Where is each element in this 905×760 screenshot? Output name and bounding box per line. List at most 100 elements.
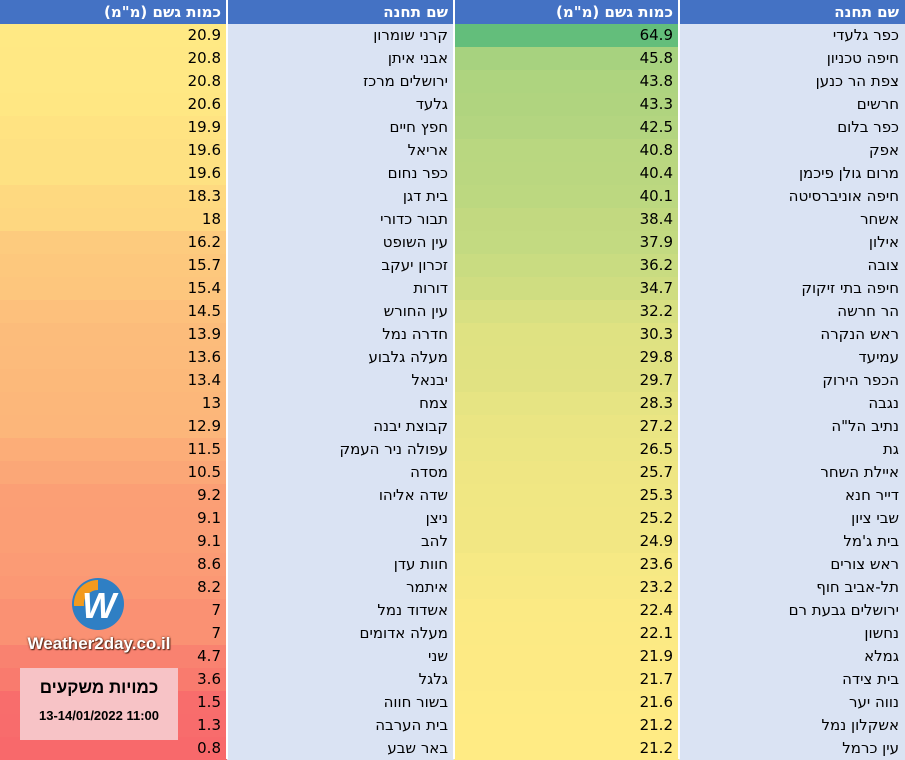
station-name-cell: גלעד — [227, 93, 454, 116]
rain-amount-cell: 21.2 — [454, 714, 679, 737]
station-name-cell: אילון — [679, 231, 905, 254]
rain-amount-cell: 10.5 — [0, 461, 227, 484]
station-name-cell: קבוצת יבנה — [227, 415, 454, 438]
rain-amount-cell: 45.8 — [454, 47, 679, 70]
rain-amount-cell: 25.2 — [454, 507, 679, 530]
station-name-cell: חרשים — [679, 93, 905, 116]
station-name-cell: תל-אביב חוף — [679, 576, 905, 599]
station-name-cell: הכפר הירוק — [679, 369, 905, 392]
rain-amount-cell: 9.2 — [0, 484, 227, 507]
station-name-cell: אשחר — [679, 208, 905, 231]
rain-amount-cell: 43.3 — [454, 93, 679, 116]
station-name-cell: עמיעד — [679, 346, 905, 369]
rain-amount-cell: 21.7 — [454, 668, 679, 691]
logo-text: Weather2day.co.il — [27, 634, 171, 653]
rain-amount-cell: 8.6 — [0, 553, 227, 576]
rain-amount-cell: 13 — [0, 392, 227, 415]
rain-amount-cell: 34.7 — [454, 277, 679, 300]
station-name-cell: דייר חנא — [679, 484, 905, 507]
station-name-cell: בית הערבה — [227, 714, 454, 737]
station-name-cell: אפק — [679, 139, 905, 162]
weather2day-logo: W Weather2day.co.il — [14, 576, 184, 661]
rain-amount-cell: 38.4 — [454, 208, 679, 231]
station-name-cell: זכרון יעקב — [227, 254, 454, 277]
station-name-cell: מסדה — [227, 461, 454, 484]
weather2day-w-logo-icon: W — [72, 578, 124, 630]
station-name-cell: אשדוד נמל — [227, 599, 454, 622]
rain-amount-cell: 14.5 — [0, 300, 227, 323]
rain-amount-cell: 22.1 — [454, 622, 679, 645]
rain-amount-cell: 23.6 — [454, 553, 679, 576]
rain-amount-cell: 11.5 — [0, 438, 227, 461]
rain-amount-cell: 25.3 — [454, 484, 679, 507]
station-name-cell: הר חרשה — [679, 300, 905, 323]
caption-date: 13-14/01/2022 11:00 — [39, 708, 159, 723]
rain-amount-cell: 18.3 — [0, 185, 227, 208]
rain-amount-cell: 19.6 — [0, 162, 227, 185]
rain-amount-cell: 13.6 — [0, 346, 227, 369]
rain-amount-cell: 13.9 — [0, 323, 227, 346]
station-name-cell: צובה — [679, 254, 905, 277]
rain-amount-cell: 23.2 — [454, 576, 679, 599]
rain-amount-cell: 21.6 — [454, 691, 679, 714]
station-name-cell: ירושלים מרכז — [227, 70, 454, 93]
rain-amount-cell: 29.8 — [454, 346, 679, 369]
station-name-cell: דורות — [227, 277, 454, 300]
station-name-cell: אריאל — [227, 139, 454, 162]
rain-amount-cell: 16.2 — [0, 231, 227, 254]
station-name-cell: כפר בלום — [679, 116, 905, 139]
header-left-amount: כמות גשם (מ"מ) — [0, 0, 227, 24]
station-name-cell: נחשון — [679, 622, 905, 645]
station-name-cell: ניצן — [227, 507, 454, 530]
station-name-cell: קרני שומרון — [227, 24, 454, 47]
rain-amount-cell: 24.9 — [454, 530, 679, 553]
header-right-station: שם תחנה — [679, 0, 905, 24]
station-name-cell: עין כרמל — [679, 737, 905, 760]
column-divider — [678, 0, 680, 759]
header-left-station: שם תחנה — [227, 0, 454, 24]
rain-amount-cell: 13.4 — [0, 369, 227, 392]
station-name-cell: גת — [679, 438, 905, 461]
station-name-cell: עין השופט — [227, 231, 454, 254]
station-name-cell: צמח — [227, 392, 454, 415]
caption-title: כמויות משקעים — [39, 678, 159, 697]
station-name-cell: גמלא — [679, 645, 905, 668]
station-name-cell: חדרה נמל — [227, 323, 454, 346]
station-name-cell: שבי ציון — [679, 507, 905, 530]
rain-amount-cell: 36.2 — [454, 254, 679, 277]
rain-amount-cell: 9.1 — [0, 530, 227, 553]
rain-amount-cell: 27.2 — [454, 415, 679, 438]
rain-amount-cell: 21.2 — [454, 737, 679, 760]
rain-amount-cell: 21.9 — [454, 645, 679, 668]
caption-box: כמויות משקעים 13-14/01/2022 11:00 — [20, 668, 178, 740]
station-name-cell: שדה אליהו — [227, 484, 454, 507]
rain-amount-cell: 25.7 — [454, 461, 679, 484]
station-name-cell: עפולה ניר העמק — [227, 438, 454, 461]
rain-amount-cell: 20.8 — [0, 47, 227, 70]
rain-amount-cell: 19.6 — [0, 139, 227, 162]
rain-amount-cell: 37.9 — [454, 231, 679, 254]
rain-amount-cell: 64.9 — [454, 24, 679, 47]
rain-amount-cell: 20.6 — [0, 93, 227, 116]
station-name-cell: בית ג'מל — [679, 530, 905, 553]
rain-amount-cell: 9.1 — [0, 507, 227, 530]
rain-amount-cell: 43.8 — [454, 70, 679, 93]
station-name-cell: בשור חווה — [227, 691, 454, 714]
station-name-cell: ראש הנקרה — [679, 323, 905, 346]
station-name-cell: מעלה גלבוע — [227, 346, 454, 369]
rain-amount-cell: 15.7 — [0, 254, 227, 277]
rain-amount-cell: 18 — [0, 208, 227, 231]
column-divider — [226, 0, 228, 759]
station-name-cell: ירושלים גבעת רם — [679, 599, 905, 622]
rain-amount-cell: 22.4 — [454, 599, 679, 622]
rain-amount-cell: 20.8 — [0, 70, 227, 93]
station-name-cell: אבני איתן — [227, 47, 454, 70]
svg-text:W: W — [82, 585, 119, 626]
station-name-cell: חיפה אוניברסיטה — [679, 185, 905, 208]
station-name-cell: חוות עדן — [227, 553, 454, 576]
rain-amount-cell: 19.9 — [0, 116, 227, 139]
rain-amount-cell: 32.2 — [454, 300, 679, 323]
station-name-cell: כפר נחום — [227, 162, 454, 185]
rain-amount-cell: 26.5 — [454, 438, 679, 461]
